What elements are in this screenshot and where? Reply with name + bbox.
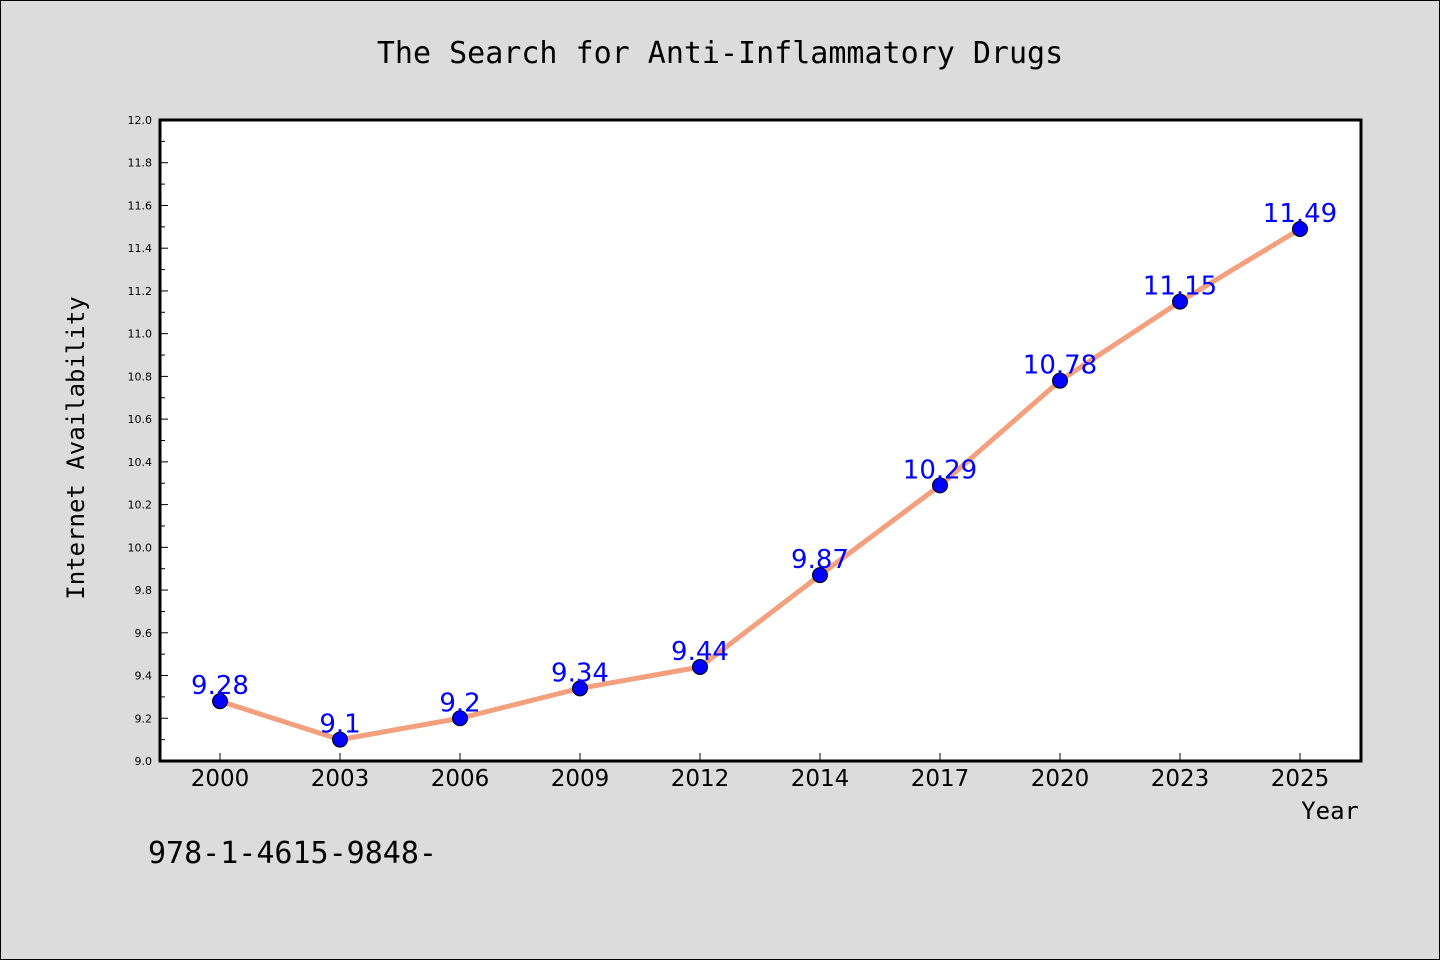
data-labels: 9.28 9.1 9.2 9.34 9.44 9.87 10.29 10.78 11.15 11.…: [191, 199, 1337, 740]
y-tick-label: 11.4: [128, 242, 153, 255]
y-tick-label: 9.4: [135, 670, 153, 683]
y-tick-label: 10.2: [128, 499, 153, 512]
data-point-marker: [692, 658, 708, 675]
data-point-label: 9.28: [191, 671, 249, 701]
data-point-label: 9.44: [671, 637, 729, 667]
data-point-label: 10.29: [903, 455, 977, 485]
y-tick-label: 9.0: [135, 755, 153, 768]
x-tick-label: 2009: [551, 766, 610, 792]
data-point-marker: [932, 477, 948, 494]
data-point-label: 9.34: [551, 658, 609, 688]
data-point-marker: [332, 731, 348, 748]
data-point-marker: [212, 693, 228, 710]
footnote-isbn: 978-1-4615-9848-: [148, 836, 437, 871]
chart-title: The Search for Anti-Inflammatory Drugs: [377, 36, 1063, 71]
series-line: [217, 226, 1303, 743]
y-tick-label: 11.0: [128, 328, 153, 341]
data-point-label: 11.49: [1263, 199, 1337, 229]
x-tick-label: 2014: [791, 766, 850, 792]
y-tick-label: 10.8: [128, 370, 153, 383]
y-tick-label: 11.8: [128, 157, 153, 170]
data-point-marker: [812, 567, 828, 584]
data-point-marker: [572, 680, 588, 697]
data-point-label: 9.2: [439, 688, 480, 718]
data-point-label: 9.87: [791, 545, 849, 575]
y-tick-label: 11.2: [128, 285, 153, 298]
x-tick-label: 2023: [1151, 766, 1210, 792]
plot-area: [158, 118, 1363, 763]
x-tick-label: 2025: [1271, 766, 1330, 792]
y-tick-label: 9.8: [135, 584, 153, 597]
y-axis-label: Internet Availability: [62, 296, 90, 599]
data-point-marker: [452, 710, 468, 727]
x-tick-label: 2003: [311, 766, 370, 792]
x-axis-label: Year: [1301, 797, 1359, 825]
data-point-marker: [1052, 372, 1068, 389]
data-point-label: 11.15: [1143, 272, 1217, 302]
y-tick-label: 11.6: [128, 199, 153, 212]
x-tick-label: 2006: [431, 766, 490, 792]
y-tick-label: 9.2: [135, 712, 153, 725]
data-markers: [212, 220, 1308, 748]
y-tick-label: 10.6: [128, 413, 153, 426]
y-tick-label: 10.0: [128, 541, 153, 554]
y-tick-label: 10.4: [128, 456, 153, 469]
y-tick-label: 9.6: [135, 627, 153, 640]
x-tick-label: 2000: [191, 766, 250, 792]
x-tick-label: 2017: [911, 766, 970, 792]
series-line-group: [217, 226, 1303, 743]
data-point-marker: [1172, 293, 1188, 310]
y-tick-label: 12.0: [128, 114, 153, 127]
data-point-label: 10.78: [1023, 351, 1097, 381]
y-axis: 9.0 9.2 9.4 9.6 9.8 10.0 10.2 10.4 10.6 10.8 11.0 1…: [128, 114, 168, 768]
data-point-label: 9.1: [319, 710, 360, 740]
data-point-marker: [1292, 220, 1308, 237]
x-tick-label: 2020: [1031, 766, 1090, 792]
x-tick-label: 2012: [671, 766, 730, 792]
x-axis: 2000 2003 2006 2009 2012 2014 2017 2020 2023 2025: [191, 753, 1330, 792]
